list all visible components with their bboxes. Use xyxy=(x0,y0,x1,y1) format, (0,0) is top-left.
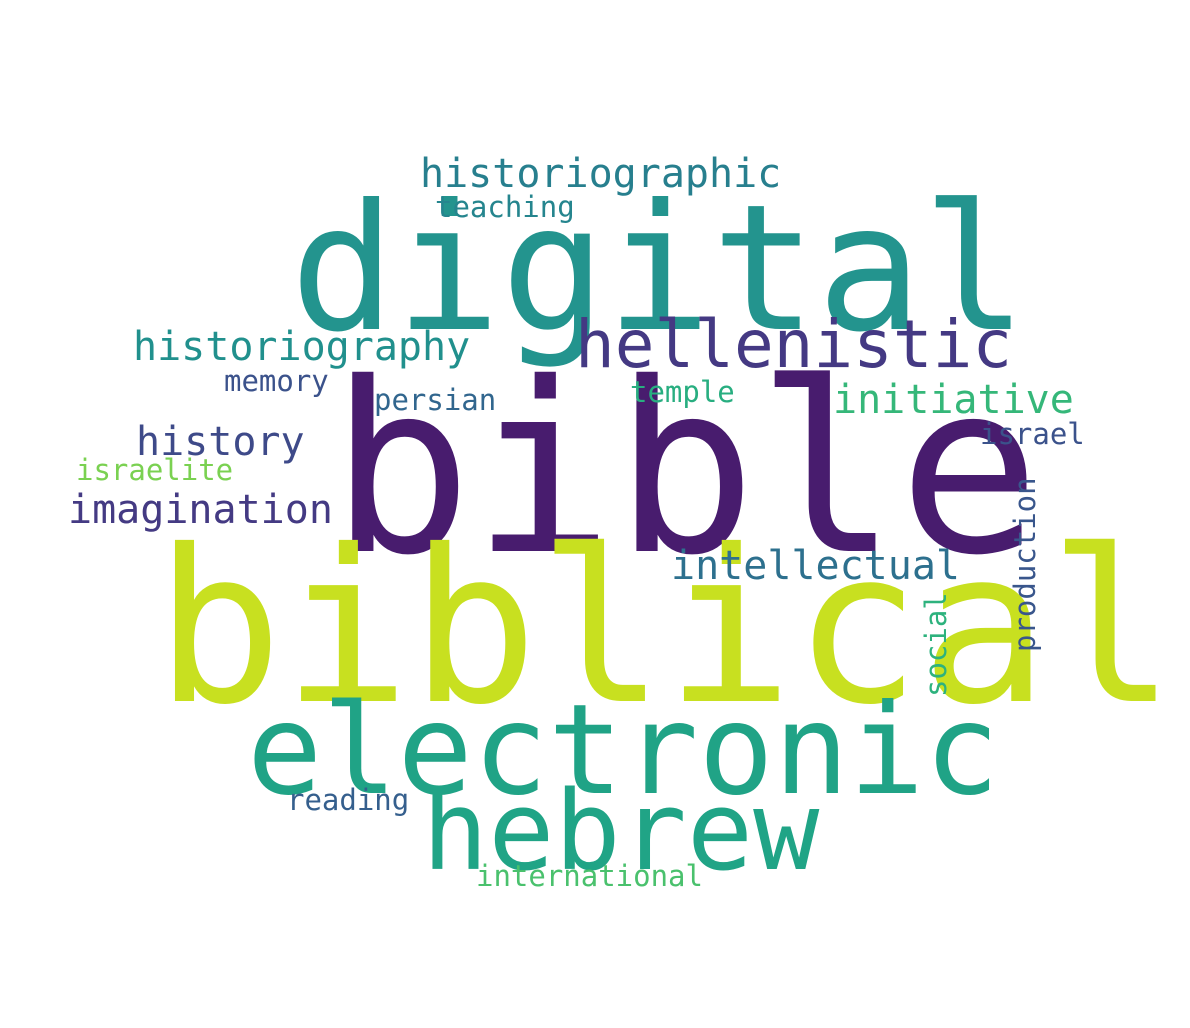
word-international: international xyxy=(476,859,703,893)
word-israelite: israelite xyxy=(76,453,234,487)
word-reading: reading xyxy=(287,783,410,817)
word-historiographic: historiographic xyxy=(420,151,782,197)
word-social: social xyxy=(919,592,953,697)
word-memory: memory xyxy=(224,364,329,398)
word-digital: digital xyxy=(290,168,1028,371)
word-history: history xyxy=(136,419,305,465)
word-israel: israel xyxy=(980,417,1085,451)
word-bible: bible xyxy=(330,332,1041,607)
word-historiography: historiography xyxy=(133,324,471,370)
word-initiative: initiative xyxy=(833,377,1074,423)
word-imagination: imagination xyxy=(68,487,333,533)
word-temple: temple xyxy=(630,375,735,409)
word-biblical: biblical xyxy=(155,504,1177,751)
word-production: production xyxy=(1008,477,1042,652)
word-electronic: electronic xyxy=(247,678,1000,823)
word-hellenistic: hellenistic xyxy=(575,306,1013,383)
word-hebrew: hebrew xyxy=(422,767,820,895)
word-teaching: teaching xyxy=(435,190,575,224)
word-intellectual: intellectual xyxy=(671,543,960,589)
word-persian: persian xyxy=(374,383,497,417)
